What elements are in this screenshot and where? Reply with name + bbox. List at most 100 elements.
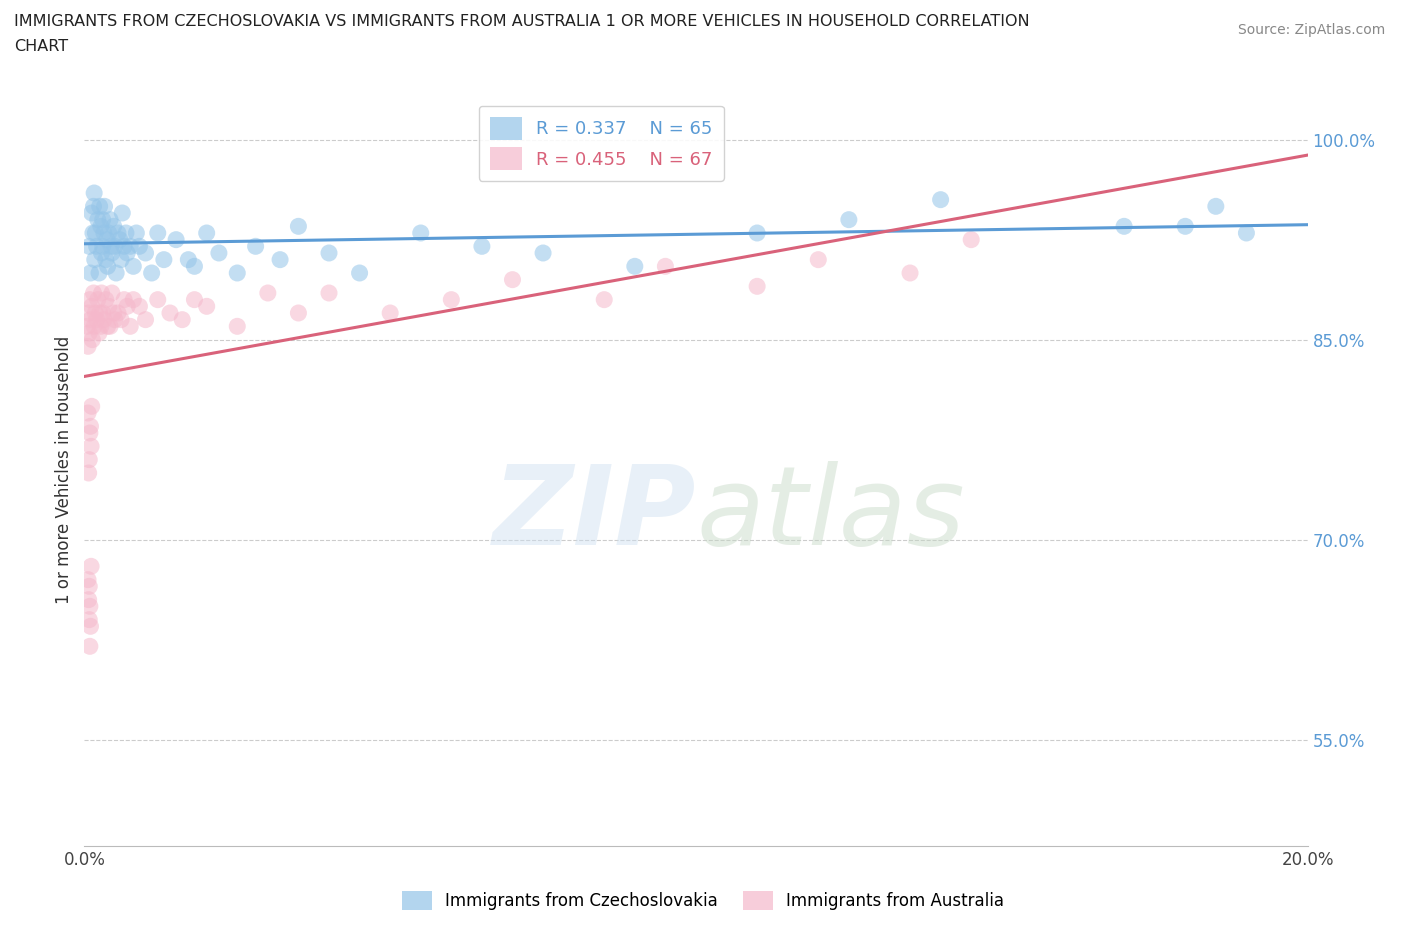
Point — [96, 232, 118, 247]
Point — [94, 252, 117, 267]
Point — [94, 292, 117, 307]
Point — [91, 239, 114, 254]
Point — [80, 399, 103, 414]
Text: Source: ZipAtlas.com: Source: ZipAtlas.com — [1237, 23, 1385, 37]
Point — [110, 252, 132, 267]
Point — [195, 299, 218, 313]
Point — [83, 286, 105, 300]
Point — [77, 326, 100, 340]
Point — [103, 219, 125, 233]
Point — [82, 226, 104, 241]
Point — [960, 232, 983, 247]
Point — [128, 239, 150, 254]
Point — [79, 266, 101, 281]
Point — [76, 319, 98, 334]
Point — [1174, 219, 1197, 233]
Point — [183, 292, 205, 307]
Point — [165, 232, 187, 247]
Point — [593, 292, 616, 307]
Point — [159, 306, 181, 321]
Point — [245, 239, 267, 254]
Point — [112, 239, 135, 254]
Point — [105, 266, 128, 281]
Point — [318, 246, 340, 260]
Point — [77, 339, 100, 353]
Point — [269, 252, 291, 267]
Point — [112, 292, 135, 307]
Point — [318, 286, 340, 300]
Point — [90, 219, 112, 233]
Point — [172, 312, 194, 327]
Point — [77, 239, 100, 254]
Point — [80, 439, 103, 454]
Point — [471, 239, 494, 254]
Point — [100, 239, 122, 254]
Point — [654, 259, 676, 273]
Point — [624, 259, 647, 273]
Point — [531, 246, 554, 260]
Point — [97, 299, 120, 313]
Text: CHART: CHART — [14, 39, 67, 54]
Point — [79, 599, 101, 614]
Legend: R = 0.337    N = 65, R = 0.455    N = 67: R = 0.337 N = 65, R = 0.455 N = 67 — [478, 106, 724, 181]
Point — [87, 292, 110, 307]
Point — [177, 252, 200, 267]
Point — [135, 312, 157, 327]
Point — [79, 639, 101, 654]
Point — [80, 559, 103, 574]
Point — [349, 266, 371, 281]
Point — [83, 319, 105, 334]
Point — [77, 612, 100, 627]
Point — [83, 199, 105, 214]
Y-axis label: 1 or more Vehicles in Household: 1 or more Vehicles in Household — [55, 336, 73, 604]
Point — [380, 306, 402, 321]
Point — [146, 292, 169, 307]
Point — [87, 266, 110, 281]
Point — [93, 312, 115, 327]
Point — [82, 332, 104, 347]
Point — [110, 312, 132, 327]
Point — [838, 212, 860, 227]
Point — [101, 286, 124, 300]
Point — [125, 226, 148, 241]
Point — [409, 226, 432, 241]
Point — [146, 226, 169, 241]
Point — [77, 405, 100, 420]
Point — [89, 199, 111, 214]
Point — [91, 212, 114, 227]
Point — [87, 212, 110, 227]
Point — [115, 299, 138, 313]
Point — [90, 286, 112, 300]
Point — [83, 186, 105, 201]
Point — [90, 246, 112, 260]
Point — [120, 239, 142, 254]
Point — [103, 306, 125, 321]
Point — [77, 466, 100, 481]
Point — [97, 319, 120, 334]
Point — [93, 199, 115, 214]
Point — [929, 193, 952, 207]
Point — [86, 239, 108, 254]
Point — [97, 259, 120, 273]
Point — [101, 246, 124, 260]
Point — [79, 292, 101, 307]
Point — [77, 572, 100, 587]
Text: ZIP: ZIP — [492, 461, 696, 568]
Point — [1205, 199, 1227, 214]
Point — [86, 312, 108, 327]
Point — [195, 226, 218, 241]
Point — [107, 226, 129, 241]
Point — [77, 452, 100, 467]
Point — [898, 266, 921, 281]
Point — [89, 306, 111, 321]
Point — [84, 306, 107, 321]
Point — [208, 246, 231, 260]
Point — [83, 252, 105, 267]
Point — [80, 206, 103, 220]
Point — [747, 279, 769, 294]
Point — [1236, 226, 1258, 241]
Point — [287, 306, 309, 321]
Point — [226, 266, 249, 281]
Point — [84, 226, 107, 241]
Point — [79, 426, 101, 441]
